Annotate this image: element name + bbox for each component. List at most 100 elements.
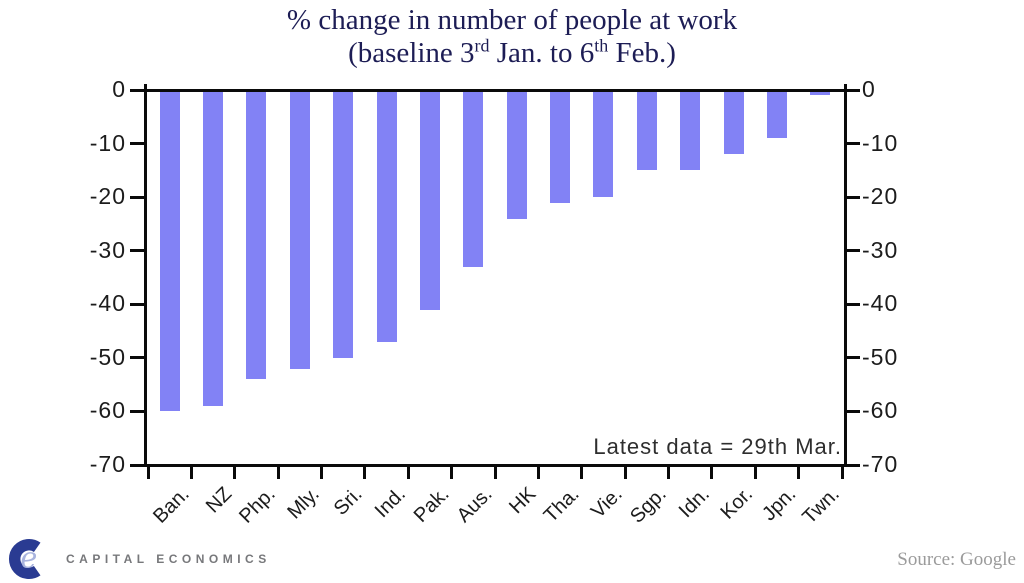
y-tick-left (130, 356, 145, 360)
bar-kor (723, 91, 744, 155)
x-axis-label-tha: Tha. (539, 483, 584, 527)
bar-tha (550, 91, 571, 203)
chart-title-line2: (baseline 3rd Jan. to 6th Feb.) (0, 35, 1024, 70)
y-tick-right (845, 409, 860, 413)
y-axis-label-right: -30 (862, 236, 899, 263)
capital-economics-logo-icon: e (9, 538, 41, 580)
y-tick-right (845, 249, 860, 253)
y-tick-right (845, 302, 860, 306)
axis-top-line (143, 88, 847, 92)
bar-aus (463, 91, 484, 267)
y-axis-label-right: -50 (862, 343, 899, 370)
bar-twn (810, 91, 831, 96)
x-tick (233, 466, 237, 479)
y-axis-label-right: 0 (862, 76, 876, 102)
y-tick-right (845, 463, 860, 467)
x-tick (710, 466, 714, 479)
bar-mly (289, 91, 310, 369)
svg-text:e: e (20, 541, 37, 575)
x-axis-label-ban: Ban. (148, 483, 194, 528)
y-axis-label-left: -60 (89, 397, 126, 424)
y-axis-label-right: -20 (862, 183, 899, 210)
x-tick (493, 466, 497, 479)
y-tick-right (845, 356, 860, 360)
latest-data-annotation: Latest data = 29th Mar. (593, 434, 842, 459)
bar-jpn (766, 91, 787, 139)
title-line2-sup2: th (594, 35, 609, 56)
y-tick-right (845, 195, 860, 199)
chart-title: % change in number of people at work (ba… (0, 4, 1024, 70)
axis-left-line (143, 84, 147, 467)
x-axis-label-hk: HK (505, 483, 541, 519)
x-tick (189, 466, 193, 479)
y-tick-left (130, 142, 145, 146)
bar-vie (593, 91, 614, 198)
x-axis-label-sgp: Sgp. (625, 483, 671, 528)
axis-right-line (843, 84, 847, 467)
bar-pak (419, 91, 440, 310)
y-tick-left (130, 249, 145, 253)
bar-nz (203, 91, 224, 407)
x-tick (146, 466, 150, 479)
x-axis-label-nz: NZ (202, 483, 237, 518)
x-axis-label-aus: Aus. (453, 483, 497, 527)
x-tick (580, 466, 584, 479)
x-tick (536, 466, 540, 479)
x-tick (667, 466, 670, 479)
x-tick (797, 466, 801, 479)
title-line2-post: Feb.) (608, 37, 676, 69)
y-axis-label-right: -70 (862, 451, 899, 477)
bar-hk (506, 91, 527, 219)
y-axis-label-right: -10 (862, 129, 899, 156)
y-tick-left (130, 302, 145, 306)
x-axis-label-jpn: Jpn. (758, 483, 801, 526)
y-axis-label-left: -40 (89, 290, 126, 317)
x-axis-label-twn: Twn. (798, 483, 844, 529)
x-tick (450, 466, 454, 479)
capital-economics-logo: e CAPITAL ECONOMICS (8, 536, 328, 582)
y-axis-label-left: -70 (89, 451, 126, 477)
x-axis-label-php: Php. (235, 483, 280, 528)
x-tick (840, 466, 844, 479)
x-axis-label-sri: Sri. (329, 483, 367, 520)
y-axis-label-right: -40 (862, 290, 899, 317)
y-axis-label-right: -60 (862, 397, 899, 424)
y-tick-right (845, 142, 860, 146)
x-axis-label-ind: Ind. (370, 483, 411, 523)
x-tick (753, 466, 757, 479)
y-tick-left (130, 409, 145, 413)
bar-idn (680, 91, 701, 171)
capital-economics-logo-text: CAPITAL ECONOMICS (66, 552, 271, 566)
bar-sgp (636, 91, 657, 171)
x-tick (623, 466, 627, 479)
bar-sri (333, 91, 354, 358)
source-credit: Source: Google (897, 549, 1016, 570)
x-tick (406, 466, 410, 479)
y-axis-label-left: 0 (112, 76, 126, 102)
bar-ban (159, 91, 180, 412)
y-axis-label-left: -50 (89, 343, 126, 370)
title-line2-pre: (baseline 3 (348, 37, 475, 69)
y-axis-label-left: -20 (89, 183, 126, 210)
x-axis-label-mly: Mly. (282, 483, 324, 524)
title-line2-mid: Jan. to 6 (489, 37, 595, 69)
y-tick-left (130, 463, 145, 467)
y-axis-label-left: -30 (89, 236, 126, 263)
x-tick (320, 466, 323, 479)
x-axis-label-idn: Idn. (674, 483, 714, 523)
y-tick-right (845, 88, 860, 92)
chart-title-line1: % change in number of people at work (286, 4, 738, 36)
bar-php (246, 91, 267, 380)
bar-ind (376, 91, 397, 342)
axis-bottom-line (143, 463, 847, 467)
y-tick-left (130, 88, 145, 92)
x-axis-label-pak: Pak. (409, 483, 454, 527)
x-axis-label-vie: Vie. (587, 483, 627, 523)
y-tick-left (130, 195, 145, 199)
x-tick (363, 466, 367, 479)
y-axis-label-left: -10 (89, 129, 126, 156)
x-tick (276, 466, 280, 479)
x-axis-label-kor: Kor. (716, 483, 758, 524)
title-line2-sup1: rd (474, 35, 490, 56)
